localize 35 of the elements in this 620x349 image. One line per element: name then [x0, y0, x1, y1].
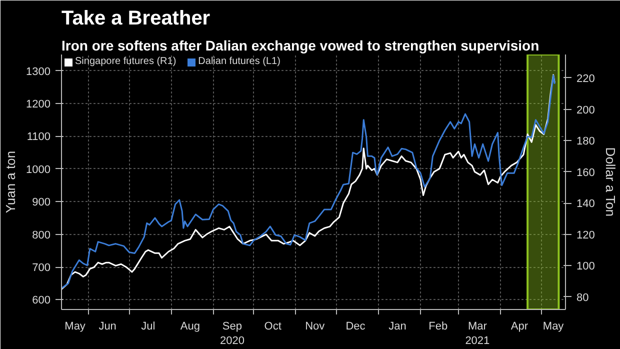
x-tick-label: Nov — [305, 320, 326, 332]
y-tick-label: 600 — [32, 294, 51, 307]
x-tick-label: Aug — [180, 320, 200, 332]
y-tick-label: 1000 — [26, 164, 51, 176]
y2-tick-label: 100 — [576, 260, 595, 273]
y-tick-label: 700 — [32, 262, 51, 274]
y2-tick-label: 120 — [576, 229, 595, 242]
x-tick-label: Apr — [510, 320, 528, 332]
legend-label: Singapore futures (R1) — [75, 56, 176, 67]
x-tick-label: Feb — [428, 320, 448, 332]
y2-tick-label: 200 — [576, 104, 595, 116]
x-tick-label: May — [542, 320, 564, 332]
y-axis-title: Yuan a ton — [3, 150, 18, 214]
x-tick-label: Sep 2020 — [220, 320, 244, 347]
y2-tick-label: 80 — [576, 292, 589, 304]
y2-tick-label: 180 — [576, 136, 595, 148]
y2-axis-title: Dollar a Ton — [602, 147, 618, 216]
y2-tick-label: 160 — [576, 166, 595, 179]
y-tick-label: 900 — [32, 196, 51, 209]
x-tick-label: Dec — [346, 320, 366, 332]
y-tick-label: 1200 — [26, 98, 51, 111]
x-tick-label: May — [64, 320, 86, 332]
chart-subtitle: Iron ore softens after Dalian exchange vowed to strengthen supervision — [62, 38, 540, 54]
x-tick-label: Jul — [141, 320, 156, 332]
legend-label: Dalian futures (L1) — [198, 56, 280, 67]
y-tick-label: 800 — [32, 229, 51, 242]
x-tick-label: Jan — [388, 320, 406, 332]
chart-title: Take a Breather — [62, 8, 210, 30]
x-tick-label: Mar 2021 — [465, 320, 490, 347]
y2-tick-label: 140 — [576, 198, 595, 210]
y-tick-label: 1100 — [26, 131, 50, 144]
x-tick-label: Jun — [98, 320, 116, 332]
y2-tick-label: 220 — [576, 72, 595, 85]
y-tick-label: 1300 — [26, 66, 51, 78]
x-tick-label: Oct — [264, 320, 282, 332]
